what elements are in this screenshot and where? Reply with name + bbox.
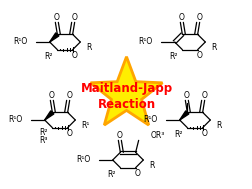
Text: R²: R²: [106, 170, 115, 179]
Text: R³: R³: [39, 136, 47, 145]
Text: O: O: [196, 13, 202, 22]
Text: R¹O: R¹O: [13, 37, 27, 46]
Text: R²: R²: [39, 128, 47, 137]
Polygon shape: [45, 111, 54, 120]
Text: R²: R²: [168, 52, 177, 61]
Text: O: O: [178, 13, 183, 22]
Text: R¹: R¹: [81, 121, 90, 130]
Text: O: O: [183, 91, 188, 100]
Text: O: O: [116, 131, 122, 140]
Text: R¹O: R¹O: [8, 115, 23, 125]
Text: O: O: [71, 13, 77, 22]
Text: R¹O: R¹O: [76, 156, 90, 164]
Text: O: O: [67, 91, 72, 100]
Text: O: O: [48, 91, 54, 100]
Text: R: R: [211, 43, 216, 52]
Text: O: O: [201, 91, 207, 100]
Text: R: R: [149, 161, 154, 170]
Text: O: O: [196, 51, 202, 60]
Text: O: O: [134, 169, 140, 178]
Text: R²: R²: [173, 130, 182, 139]
Text: Maitland-Japp
Reaction: Maitland-Japp Reaction: [80, 82, 172, 111]
Text: R: R: [86, 43, 92, 52]
Text: R¹O: R¹O: [143, 115, 157, 125]
Text: R¹O: R¹O: [138, 37, 152, 46]
Text: O: O: [201, 129, 207, 138]
Polygon shape: [179, 111, 188, 120]
Text: R²: R²: [44, 52, 52, 61]
Text: R: R: [216, 121, 221, 130]
Polygon shape: [90, 57, 162, 125]
Text: OR³: OR³: [150, 131, 164, 140]
Polygon shape: [49, 33, 59, 42]
Text: O: O: [67, 129, 72, 138]
Text: O: O: [71, 51, 77, 60]
Text: O: O: [53, 13, 59, 22]
